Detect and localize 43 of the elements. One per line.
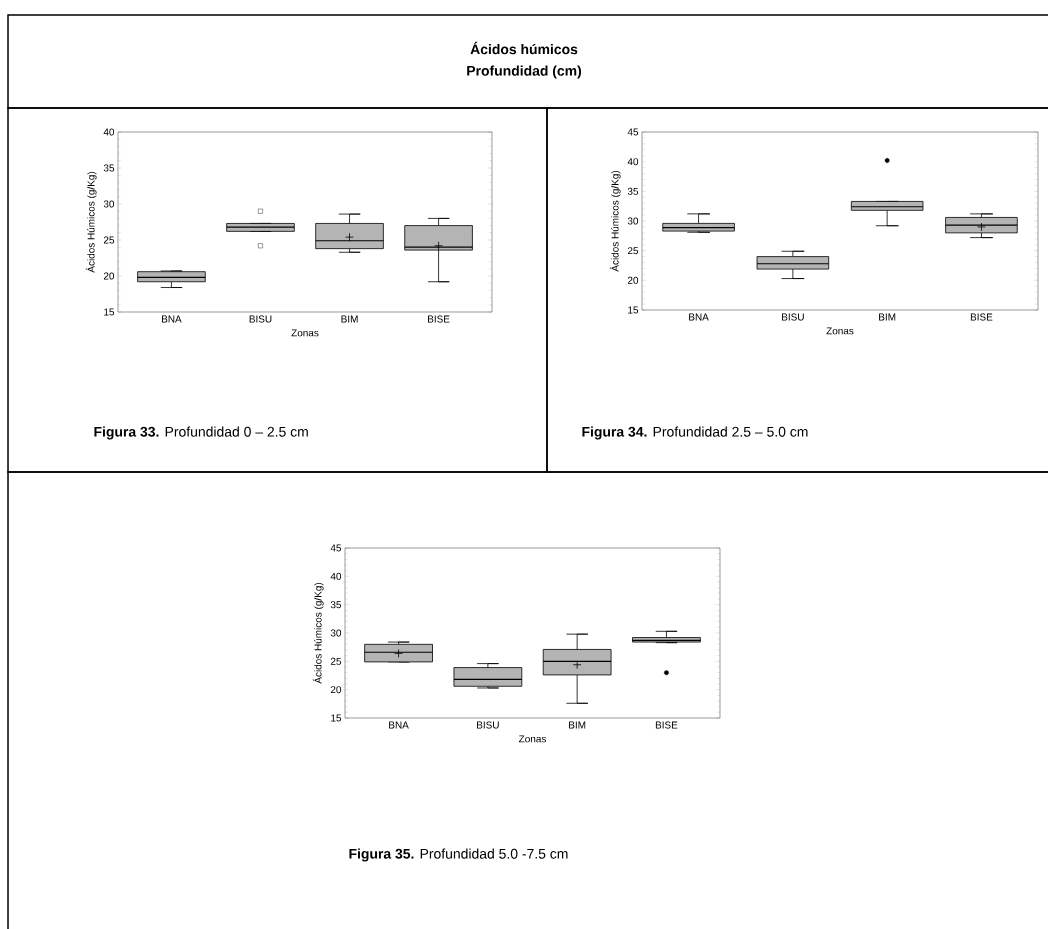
- y-tick-label: 25: [627, 247, 639, 255]
- y-tick-label: 40: [330, 572, 342, 580]
- x-tick-label: BISE: [970, 313, 993, 321]
- y-tick-label: 30: [627, 217, 639, 225]
- y-tick-label: 15: [104, 308, 115, 316]
- y-axis-title: Ácidos Húmicos (g/Kg): [312, 582, 324, 684]
- y-axis-title: Ácidos Húmicos (g/Kg): [85, 171, 97, 273]
- y-tick-label: 20: [330, 686, 342, 694]
- x-tick-label: BISU: [782, 313, 804, 321]
- y-tick-label: 35: [627, 187, 639, 195]
- x-axis-title: Zonas: [518, 735, 546, 743]
- x-tick-label: BISU: [249, 315, 272, 323]
- x-tick-label: BNA: [689, 313, 709, 321]
- y-tick-label: 15: [331, 714, 342, 722]
- y-tick-label: 20: [627, 276, 639, 284]
- x-tick-label: BIM: [341, 315, 358, 323]
- x-tick-label: BIM: [879, 313, 896, 321]
- x-axis-title: Zonas: [291, 329, 319, 337]
- x-tick-label: BISU: [477, 721, 499, 729]
- y-tick-label: 20: [103, 272, 115, 280]
- y-tick-label: 45: [627, 128, 639, 136]
- y-tick-label: 40: [627, 158, 639, 166]
- x-tick-label: BISE: [428, 315, 450, 323]
- y-tick-label: 15: [628, 306, 639, 314]
- y-tick-label: 45: [330, 544, 342, 552]
- y-tick-label: 25: [103, 236, 115, 244]
- y-tick-label: 35: [103, 164, 115, 172]
- text: Figura 33. Profundidad 0 – 2.5 cm: [94, 426, 308, 440]
- x-tick-label: BNA: [389, 721, 409, 729]
- x-axis-title: Zonas: [826, 327, 854, 335]
- y-axis-title: Ácidos Húmicos (g/Kg): [609, 170, 621, 272]
- text: Profundidad (cm): [467, 65, 582, 79]
- text: Figura 35. Profundidad 5.0 -7.5 cm: [349, 848, 568, 862]
- y-tick-label: 30: [330, 629, 342, 637]
- x-tick-label: BISE: [655, 721, 678, 729]
- y-tick-label: 25: [330, 657, 342, 665]
- y-tick-label: 35: [330, 601, 342, 609]
- y-tick-label: 30: [103, 200, 115, 208]
- y-tick-label: 40: [103, 128, 115, 136]
- x-tick-label: BIM: [569, 721, 586, 729]
- x-tick-label: BNA: [162, 315, 182, 323]
- text: Ácidos húmicos: [470, 41, 578, 55]
- text: Figura 34. Profundidad 2.5 – 5.0 cm: [582, 426, 808, 440]
